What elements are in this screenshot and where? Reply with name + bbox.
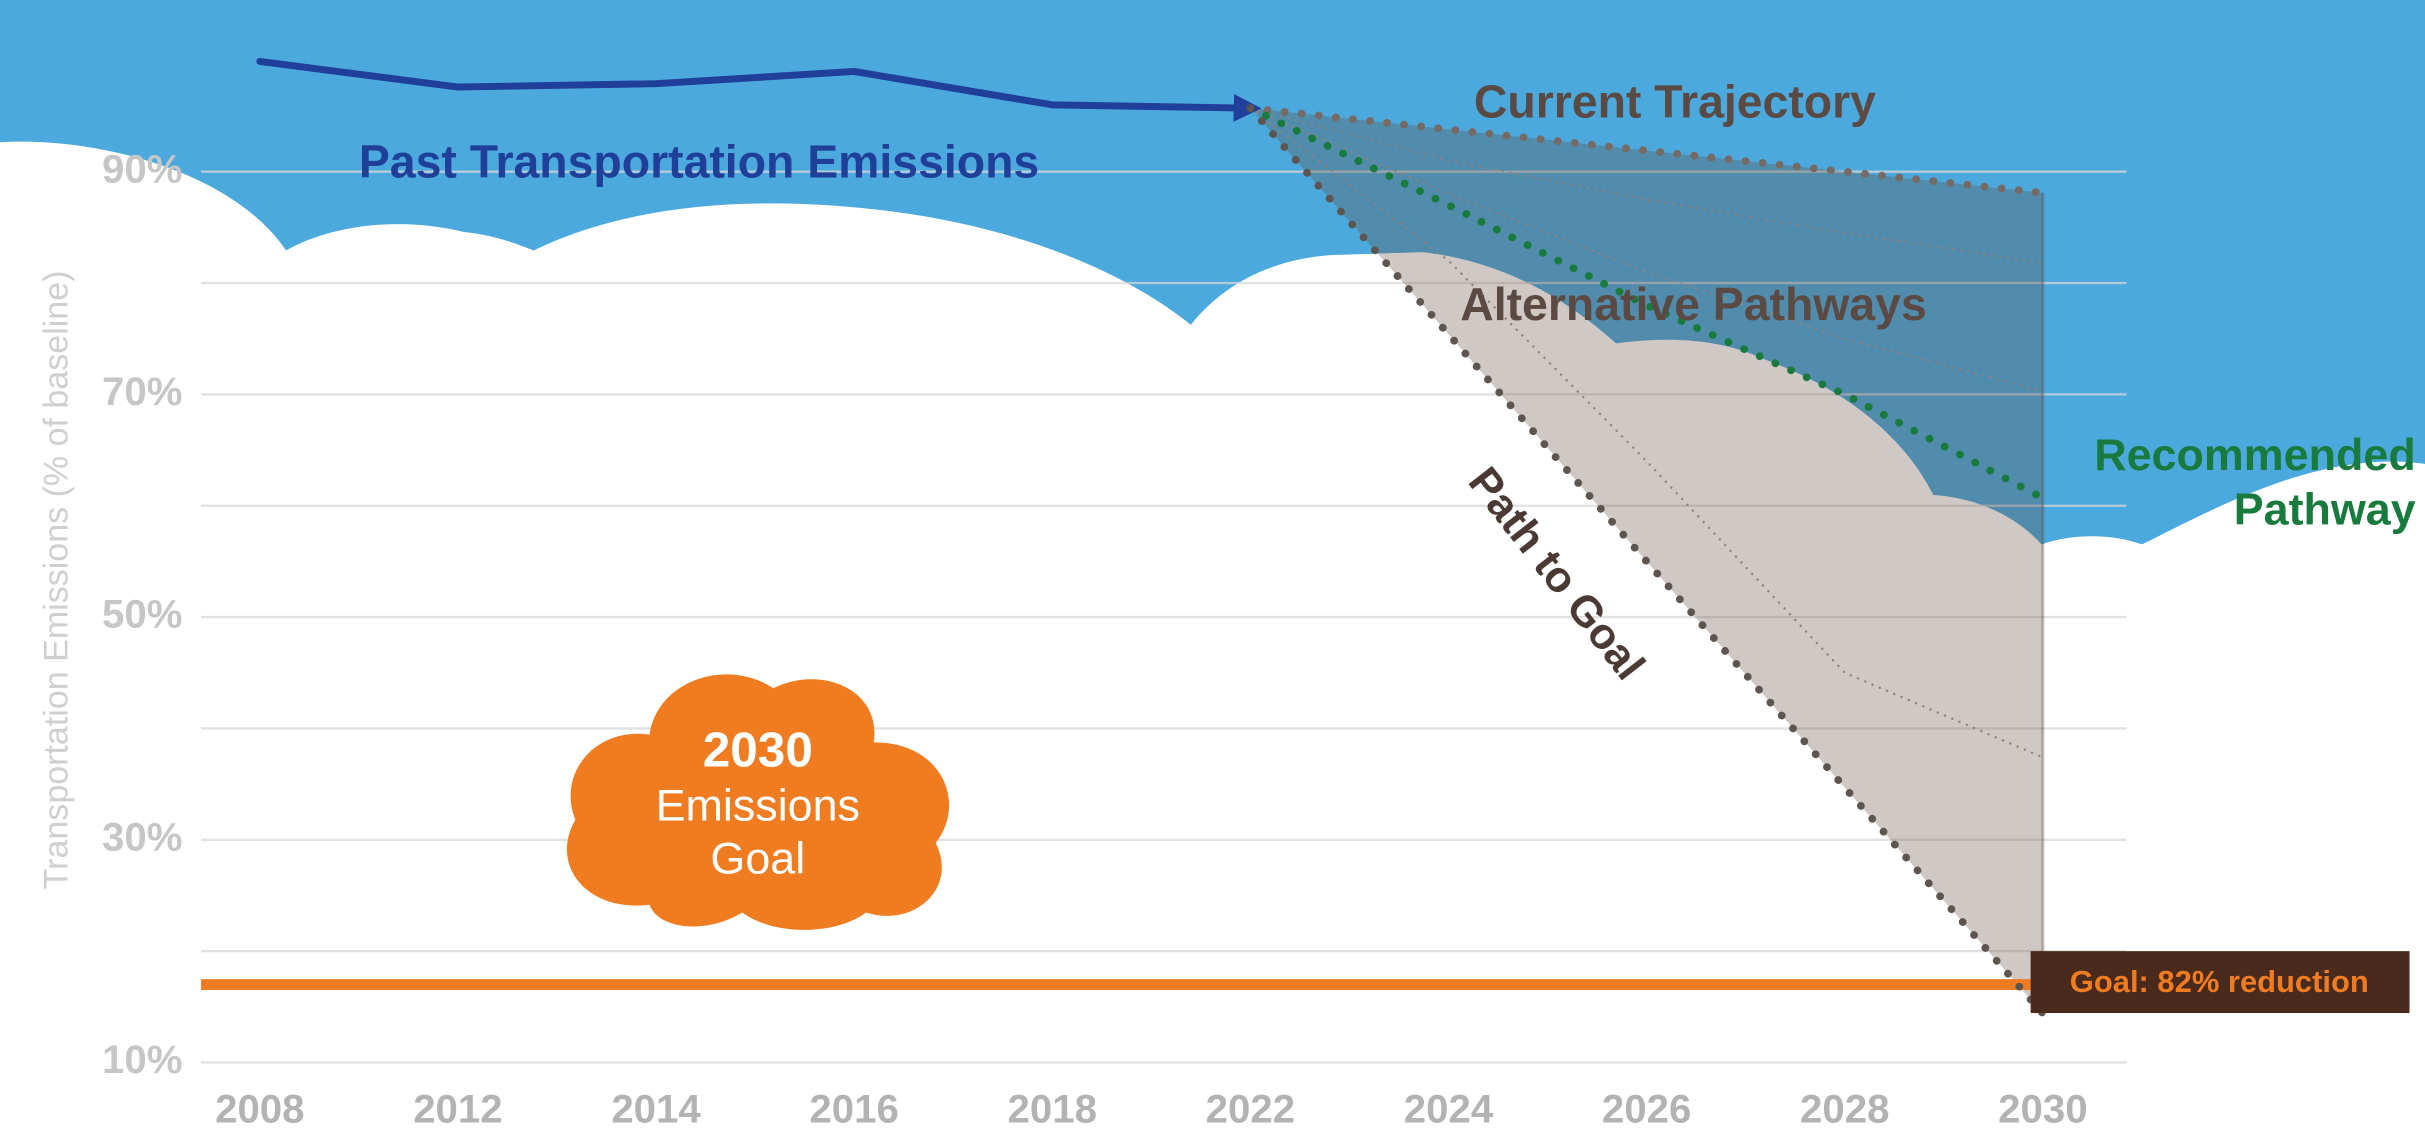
x-tick-label: 2030 <box>1998 1087 2087 1132</box>
series-line <box>1246 104 2047 197</box>
goal-label-box <box>2030 951 2410 1013</box>
x-tick-label: 2028 <box>1800 1087 1889 1132</box>
series-line <box>1246 104 2047 502</box>
goal-badge-year: 2030 <box>703 722 813 777</box>
x-tick-label: 2012 <box>413 1087 502 1132</box>
series-label: Recommended Pathway <box>2094 431 2416 536</box>
y-tick-label: 50% <box>102 592 182 637</box>
x-tick-label: 2026 <box>1602 1087 1691 1132</box>
x-tick-label: 2022 <box>1206 1087 1295 1132</box>
series-label: Current Trajectory <box>1474 75 1876 127</box>
alternative-pathway <box>1249 107 2045 759</box>
y-axis-label: Transportation Emissions (% of baseline) <box>38 271 76 890</box>
goal-badge-line: Emissions <box>656 780 860 831</box>
goal-badge-cloud <box>566 674 950 930</box>
x-tick-label: 2008 <box>215 1087 304 1132</box>
y-tick-label: 70% <box>102 369 182 414</box>
x-tick-label: 2018 <box>1008 1087 1097 1132</box>
series-label-box: Recommended Pathway <box>2094 431 2416 536</box>
x-tick-label: 2014 <box>611 1087 701 1132</box>
series-line <box>256 57 1262 122</box>
x-tick-label: 2016 <box>809 1087 898 1132</box>
x-tick-label: 2024 <box>1404 1087 1494 1132</box>
series-label: Past Transportation Emissions <box>359 136 1039 188</box>
goal-badge-line: Goal <box>710 832 805 883</box>
y-tick-label: 10% <box>102 1037 182 1082</box>
goal-label: Goal: 82% reduction <box>2070 964 2369 999</box>
y-tick-label: 90% <box>102 146 182 191</box>
annotation: Alternative Pathways <box>1460 278 1927 330</box>
series-line <box>1246 104 2047 1018</box>
y-tick-label: 30% <box>102 814 182 859</box>
